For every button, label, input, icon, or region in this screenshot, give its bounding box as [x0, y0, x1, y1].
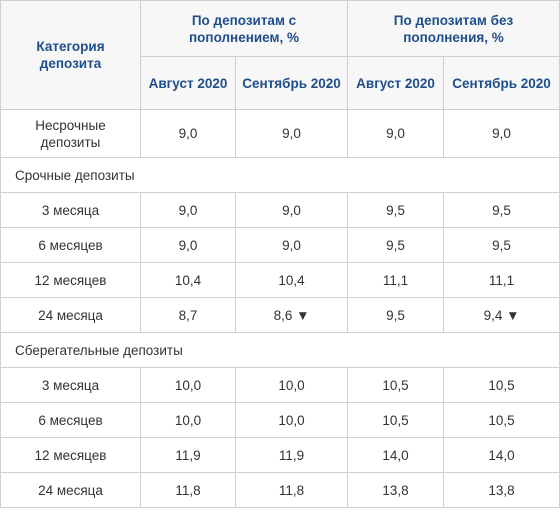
cell-value: 9,5: [443, 227, 560, 263]
section-row: Срочные депозиты: [0, 157, 560, 193]
table-row: 6 месяцев 9,0 9,0 9,5 9,5: [0, 227, 560, 263]
cell-value: 10,4: [234, 262, 349, 298]
table-row: Несрочные депозиты 9,0 9,0 9,0 9,0: [0, 109, 560, 158]
table-row: 3 месяца 10,0 10,0 10,5 10,5: [0, 367, 560, 403]
cell-value: 10,5: [347, 367, 445, 403]
row-label: 24 месяца: [0, 472, 141, 508]
row-label: 3 месяца: [0, 367, 141, 403]
month-header-sep-with: Сентябрь 2020: [234, 56, 349, 110]
cell-value: 11,1: [347, 262, 445, 298]
row-label: Несрочные депозиты: [0, 109, 141, 158]
cell-value: 9,0: [140, 192, 236, 228]
table-row: 24 месяца 11,8 11,8 13,8 13,8: [0, 472, 560, 508]
cell-value: 10,0: [234, 402, 349, 438]
row-label: 6 месяцев: [0, 227, 141, 263]
cell-value: 9,0: [443, 109, 560, 158]
group-header-with-topup: По депозитам с пополнением, %: [139, 0, 349, 57]
cell-value: 13,8: [443, 472, 560, 508]
cell-value: 9,0: [140, 109, 236, 158]
cell-value: 11,9: [140, 437, 236, 473]
cell-value: 10,0: [234, 367, 349, 403]
cell-value: 8,7: [140, 297, 236, 333]
table-row: 6 месяцев 10,0 10,0 10,5 10,5: [0, 402, 560, 438]
cell-value: 9,5: [347, 297, 445, 333]
cell-value: 9,0: [234, 109, 349, 158]
cell-value: 9,0: [234, 227, 349, 263]
table-row: 12 месяцев 10,4 10,4 11,1 11,1: [0, 262, 560, 298]
cell-value: 14,0: [347, 437, 445, 473]
cell-value: 11,8: [140, 472, 236, 508]
cell-value: 11,8: [234, 472, 349, 508]
cell-value: 10,5: [347, 402, 445, 438]
cell-value: 9,0: [140, 227, 236, 263]
month-header-sep-without: Сентябрь 2020: [443, 56, 560, 110]
group-header-without-topup: По депозитам без пополнения, %: [347, 0, 560, 57]
cell-value: 10,5: [443, 367, 560, 403]
row-label: 3 месяца: [0, 192, 141, 228]
row-label: 24 месяца: [0, 297, 141, 333]
cell-value: 10,4: [140, 262, 236, 298]
section-title-term: Срочные депозиты: [0, 157, 560, 193]
cell-value: 9,0: [347, 109, 445, 158]
row-label: 6 месяцев: [0, 402, 141, 438]
section-title-savings: Сберегательные депозиты: [0, 332, 560, 368]
cell-value: 13,8: [347, 472, 445, 508]
cell-value: 9,0: [234, 192, 349, 228]
cell-value: 11,9: [234, 437, 349, 473]
cell-value: 10,0: [140, 367, 236, 403]
cell-value: 9,5: [347, 227, 445, 263]
cell-value: 9,5: [347, 192, 445, 228]
month-header-aug-without: Август 2020: [347, 56, 445, 110]
cell-value: 10,5: [443, 402, 560, 438]
table-row: 3 месяца 9,0 9,0 9,5 9,5: [0, 192, 560, 228]
row-label: 12 месяцев: [0, 262, 141, 298]
row-label: 12 месяцев: [0, 437, 141, 473]
section-row: Сберегательные депозиты: [0, 332, 560, 368]
table-row: 24 месяца 8,7 8,6 ▼ 9,5 9,4 ▼: [0, 297, 560, 333]
cell-value: 10,0: [140, 402, 236, 438]
cell-value-decrease: 9,4 ▼: [443, 297, 560, 333]
month-header-aug-with: Август 2020: [140, 56, 236, 110]
category-header: Категория депозита: [0, 0, 141, 110]
table-row: 12 месяцев 11,9 11,9 14,0 14,0: [0, 437, 560, 473]
cell-value: 14,0: [443, 437, 560, 473]
cell-value: 9,5: [443, 192, 560, 228]
cell-value: 11,1: [443, 262, 560, 298]
cell-value-decrease: 8,6 ▼: [234, 297, 349, 333]
